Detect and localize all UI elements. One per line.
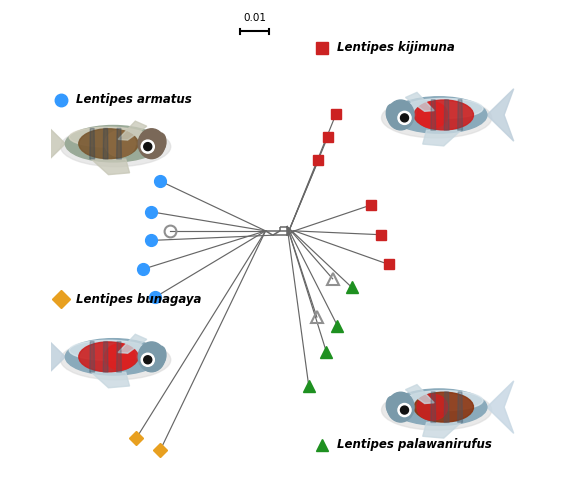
- Polygon shape: [91, 159, 130, 175]
- Ellipse shape: [60, 340, 171, 380]
- Polygon shape: [91, 372, 130, 388]
- Circle shape: [144, 143, 152, 150]
- Polygon shape: [487, 381, 514, 433]
- Ellipse shape: [391, 97, 487, 133]
- Ellipse shape: [386, 397, 396, 414]
- Polygon shape: [431, 392, 436, 422]
- Ellipse shape: [382, 390, 492, 430]
- Polygon shape: [444, 392, 449, 422]
- Polygon shape: [406, 92, 434, 111]
- Ellipse shape: [391, 389, 487, 425]
- Polygon shape: [431, 100, 436, 130]
- Circle shape: [141, 353, 155, 366]
- Ellipse shape: [66, 339, 161, 375]
- Text: 0.01: 0.01: [243, 12, 266, 23]
- Polygon shape: [38, 331, 66, 383]
- Ellipse shape: [417, 102, 447, 128]
- Ellipse shape: [404, 98, 483, 118]
- Ellipse shape: [156, 133, 166, 150]
- Circle shape: [141, 140, 155, 153]
- Circle shape: [398, 111, 411, 125]
- Polygon shape: [458, 392, 462, 422]
- Ellipse shape: [382, 98, 492, 138]
- Text: Lentipes armatus: Lentipes armatus: [76, 93, 192, 106]
- Ellipse shape: [69, 340, 148, 360]
- Ellipse shape: [60, 126, 171, 167]
- Ellipse shape: [404, 390, 483, 411]
- Ellipse shape: [414, 100, 474, 130]
- Ellipse shape: [386, 104, 396, 122]
- Polygon shape: [117, 128, 121, 159]
- Circle shape: [400, 114, 408, 122]
- Polygon shape: [423, 422, 461, 438]
- Ellipse shape: [79, 342, 138, 372]
- Text: Lentipes kijimuna: Lentipes kijimuna: [337, 41, 455, 55]
- Text: Lentipes palawanirufus: Lentipes palawanirufus: [337, 438, 492, 451]
- Polygon shape: [103, 128, 108, 159]
- Ellipse shape: [138, 342, 165, 372]
- Polygon shape: [117, 342, 121, 372]
- Polygon shape: [118, 121, 147, 140]
- Ellipse shape: [388, 392, 414, 422]
- Polygon shape: [458, 100, 462, 130]
- Ellipse shape: [138, 129, 165, 159]
- Polygon shape: [118, 334, 147, 353]
- Polygon shape: [90, 342, 95, 372]
- Ellipse shape: [66, 125, 161, 162]
- Text: Lentipes bunagaya: Lentipes bunagaya: [76, 293, 201, 306]
- Circle shape: [398, 403, 411, 417]
- Ellipse shape: [105, 344, 135, 370]
- Polygon shape: [90, 128, 95, 159]
- Circle shape: [400, 406, 408, 414]
- Circle shape: [144, 356, 152, 364]
- Ellipse shape: [105, 131, 135, 157]
- Ellipse shape: [69, 127, 148, 147]
- Polygon shape: [38, 117, 66, 170]
- Ellipse shape: [79, 129, 138, 159]
- Ellipse shape: [417, 394, 447, 420]
- Polygon shape: [444, 100, 449, 130]
- Ellipse shape: [388, 100, 414, 130]
- Polygon shape: [406, 385, 434, 403]
- Polygon shape: [423, 130, 461, 146]
- Ellipse shape: [156, 346, 166, 364]
- Polygon shape: [487, 89, 514, 141]
- Polygon shape: [103, 342, 108, 372]
- Ellipse shape: [414, 392, 474, 422]
